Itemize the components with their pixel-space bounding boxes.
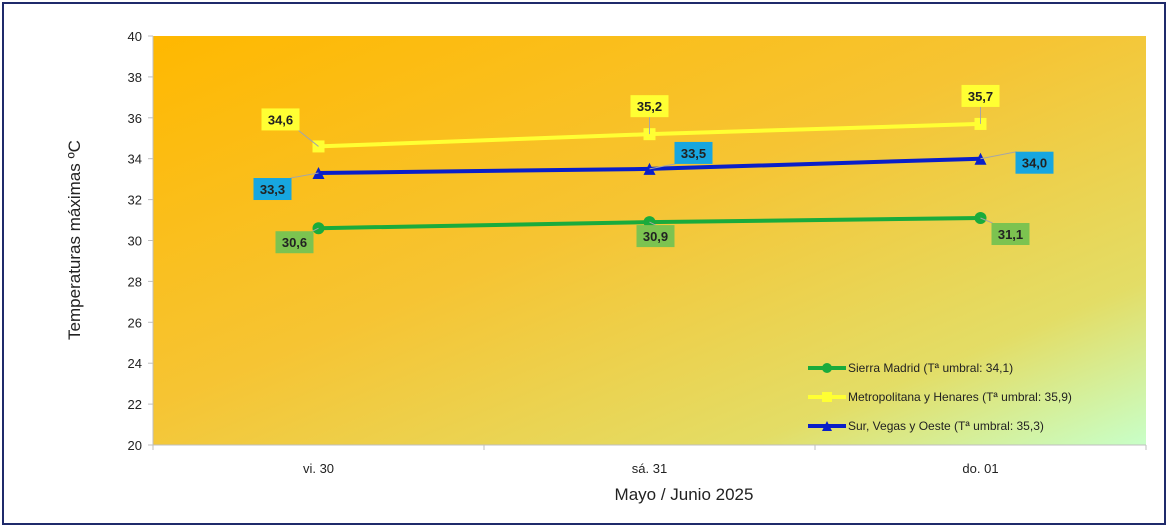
y-tick-label: 26	[128, 315, 142, 330]
data-label-text: 34,0	[1022, 156, 1047, 171]
data-label-box	[253, 178, 292, 201]
leader-line	[980, 151, 1017, 160]
data-label-box	[275, 231, 314, 254]
x-axis-title: Mayo / Junio 2025	[615, 485, 754, 504]
y-tick-label: 32	[128, 193, 142, 208]
legend-label: Sierra Madrid (Tª umbral: 34,1)	[848, 361, 1013, 375]
data-label-text: 35,7	[968, 89, 993, 104]
data-label-box	[636, 225, 675, 248]
data-point	[822, 363, 832, 373]
y-tick-label: 24	[128, 356, 142, 371]
data-label: 35,7	[961, 84, 1000, 124]
legend-label: Sur, Vegas y Oeste (Tª umbral: 35,3)	[848, 419, 1044, 433]
legend-item: Sierra Madrid (Tª umbral: 34,1)	[808, 361, 1013, 375]
data-label-text: 35,2	[637, 99, 662, 114]
data-label: 30,6	[275, 227, 319, 254]
data-label-text: 30,9	[643, 229, 668, 244]
data-label-text: 34,6	[268, 112, 293, 127]
leader-line	[980, 217, 993, 224]
data-label: 31,1	[980, 217, 1030, 246]
y-tick-label: 22	[128, 397, 142, 412]
y-tick-label: 34	[128, 152, 142, 167]
y-tick-label: 40	[128, 29, 142, 44]
legend-item: Metropolitana y Henares (Tª umbral: 35,9…	[808, 390, 1072, 404]
data-label-text: 30,6	[282, 235, 307, 250]
data-label: 35,2	[630, 95, 669, 135]
y-tick-label: 28	[128, 274, 142, 289]
data-label: 34,6	[261, 108, 319, 147]
data-label-box	[261, 108, 300, 131]
leader-line	[298, 130, 319, 147]
y-tick-label: 30	[128, 234, 142, 249]
leader-line	[312, 227, 319, 232]
y-tick-label: 38	[128, 70, 142, 85]
x-tick-label: do. 01	[962, 461, 998, 476]
leader-line	[649, 221, 656, 226]
data-label-box	[630, 95, 669, 118]
data-label: 33,5	[649, 141, 713, 170]
y-tick-label: 20	[128, 438, 142, 453]
leader-line	[290, 172, 319, 179]
data-label: 33,3	[253, 172, 319, 201]
data-label-text: 33,5	[681, 146, 706, 161]
data-label-text: 33,3	[260, 182, 285, 197]
data-point	[822, 421, 832, 431]
x-tick-label: sá. 31	[632, 461, 667, 476]
data-label: 34,0	[980, 151, 1054, 174]
y-tick-label: 36	[128, 111, 142, 126]
data-label: 30,9	[636, 221, 675, 248]
legend-item: Sur, Vegas y Oeste (Tª umbral: 35,3)	[808, 419, 1044, 433]
data-label-box	[674, 141, 713, 164]
x-tick-label: vi. 30	[303, 461, 334, 476]
data-label-text: 31,1	[998, 227, 1023, 242]
y-axis-title: Temperaturas máximas ºC	[65, 140, 84, 340]
data-label-box	[1015, 151, 1054, 174]
data-label-box	[961, 84, 1000, 107]
data-point	[822, 392, 832, 402]
leader-line	[649, 163, 676, 170]
legend-label: Metropolitana y Henares (Tª umbral: 35,9…	[848, 390, 1072, 404]
data-label-box	[991, 223, 1030, 246]
